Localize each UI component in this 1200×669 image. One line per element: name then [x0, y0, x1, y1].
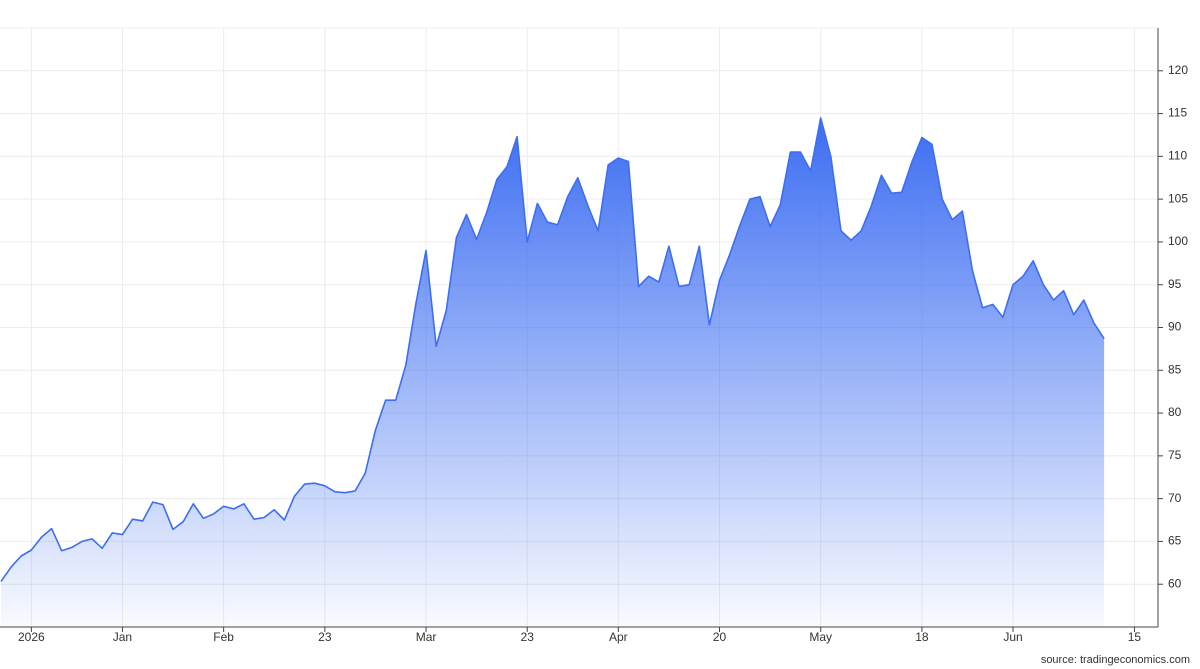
y-tick-label: 75: [1168, 448, 1182, 462]
x-tick-label: Apr: [609, 630, 628, 644]
x-tick-label: 18: [915, 630, 929, 644]
x-tick-label: Feb: [213, 630, 234, 644]
y-tick-label: 85: [1168, 362, 1182, 376]
y-tick-label: 70: [1168, 491, 1182, 505]
y-tick-label: 95: [1168, 277, 1182, 291]
y-tick-label: 105: [1168, 191, 1188, 205]
x-tick-label: 2026: [18, 630, 45, 644]
line: [0, 117, 1105, 583]
y-tick-label: 90: [1168, 320, 1182, 334]
y-tick-label: 100: [1168, 234, 1188, 248]
source-note: source: tradingeconomics.com: [1041, 654, 1190, 666]
x-tick-label: Mar: [416, 630, 437, 644]
y-tick-label: 120: [1168, 63, 1188, 77]
x-tick-label: May: [809, 630, 832, 644]
x-tick-label: 20: [713, 630, 727, 644]
y-tick-label: 60: [1168, 576, 1182, 590]
y-tick-label: 110: [1168, 149, 1187, 163]
y-tick-label: 115: [1168, 106, 1187, 120]
area-fill: [1, 117, 1105, 628]
x-tick-label: 15: [1128, 630, 1142, 644]
x-tick-label: 23: [318, 630, 332, 644]
y-tick-label: 80: [1168, 405, 1182, 419]
x-tick-label: Jun: [1003, 630, 1022, 644]
x-tick-label: 23: [521, 630, 535, 644]
y-tick-label: 65: [1168, 534, 1182, 548]
x-tick-label: Jan: [113, 630, 132, 644]
